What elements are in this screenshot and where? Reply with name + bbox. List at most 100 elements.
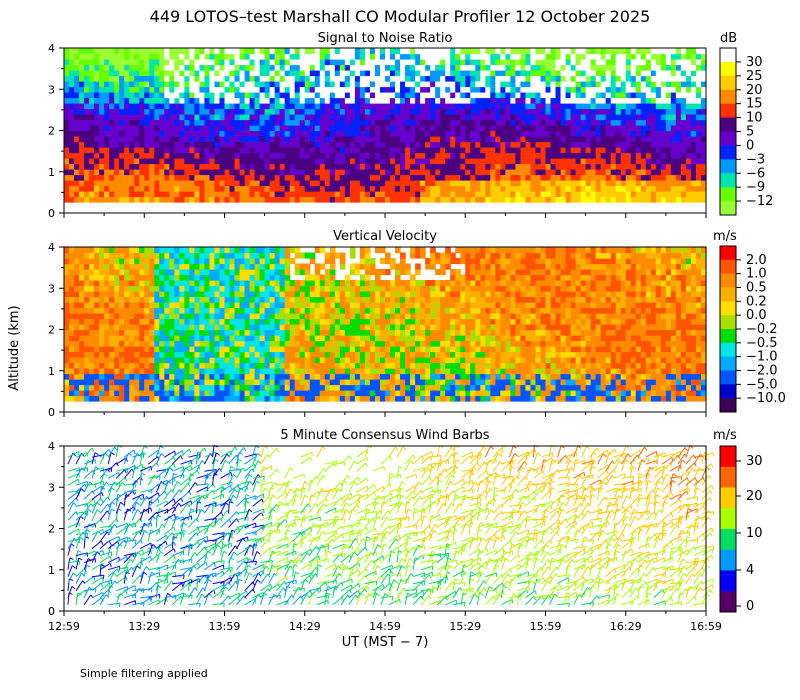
velocity-cell: [284, 395, 291, 402]
snr-cell: [385, 70, 391, 77]
snr-cell: [334, 136, 341, 143]
snr-cell: [640, 97, 647, 104]
snr-cell: [455, 185, 461, 192]
snr-cell: [505, 136, 511, 143]
velocity-cell: [204, 247, 211, 254]
snr-cell: [214, 48, 221, 55]
snr-cell: [625, 191, 632, 198]
velocity-cell: [234, 362, 241, 369]
velocity-cell: [64, 313, 70, 320]
velocity-cell: [189, 379, 196, 386]
snr-cell: [470, 130, 476, 137]
snr-cell: [460, 108, 466, 115]
snr-cell: [269, 108, 276, 115]
snr-cell: [174, 92, 180, 99]
velocity-cell: [199, 346, 206, 353]
snr-cell: [369, 130, 376, 137]
snr-cell: [184, 180, 190, 187]
snr-cell: [189, 130, 196, 137]
snr-cell: [410, 108, 416, 115]
snr-cell: [184, 119, 190, 126]
snr-cell: [184, 163, 190, 170]
snr-cell: [570, 185, 577, 192]
velocity-cell: [194, 258, 201, 265]
snr-cell: [184, 174, 190, 181]
snr-cell: [540, 59, 547, 66]
snr-cell: [229, 64, 236, 71]
snr-cell: [74, 174, 80, 181]
snr-cell: [625, 103, 632, 110]
snr-cell: [570, 158, 577, 165]
colorbar-label: −6: [746, 166, 765, 181]
velocity-cell: [169, 395, 175, 402]
snr-cell: [475, 81, 481, 88]
snr-cell: [645, 119, 652, 126]
snr-cell: [204, 108, 211, 115]
velocity-cell: [284, 346, 291, 353]
velocity-cell: [204, 285, 211, 292]
snr-cell: [505, 81, 511, 88]
snr-cell: [364, 97, 371, 104]
snr-cell: [169, 108, 175, 115]
snr-cell: [555, 48, 562, 55]
velocity-cell: [154, 269, 160, 276]
velocity-cell: [299, 362, 306, 369]
colorbar-label: 10: [746, 111, 763, 126]
velocity-cell: [289, 324, 296, 331]
snr-cell: [485, 119, 491, 126]
snr-cell: [119, 119, 125, 126]
velocity-cell: [144, 340, 150, 347]
snr-cell: [124, 75, 130, 82]
snr-cell: [324, 53, 331, 60]
snr-cell: [490, 75, 496, 82]
snr-cell: [545, 114, 552, 121]
snr-cell: [405, 141, 411, 148]
snr-cell: [480, 108, 486, 115]
velocity-cell: [179, 302, 185, 309]
snr-cell: [560, 169, 567, 176]
snr-cell: [600, 163, 607, 170]
velocity-cell: [199, 280, 206, 287]
snr-cell: [530, 48, 537, 55]
snr-cell: [555, 158, 562, 165]
snr-cell: [199, 86, 206, 93]
velocity-cell: [99, 258, 105, 265]
snr-cell: [480, 114, 486, 121]
velocity-cell: [244, 247, 251, 254]
snr-cell: [114, 185, 120, 192]
velocity-cell: [289, 296, 296, 303]
snr-cell: [560, 92, 567, 99]
velocity-cell: [244, 379, 251, 386]
snr-cell: [485, 75, 491, 82]
snr-cell: [435, 70, 441, 77]
snr-cell: [319, 163, 326, 170]
snr-cell: [154, 59, 160, 66]
snr-cell: [94, 191, 100, 198]
velocity-cell: [119, 307, 125, 314]
velocity-cell: [299, 340, 306, 347]
snr-cell: [164, 108, 170, 115]
snr-cell: [615, 141, 622, 148]
snr-cell: [139, 114, 145, 121]
snr-cell: [580, 136, 587, 143]
snr-cell: [440, 141, 446, 148]
snr-cell: [620, 70, 627, 77]
snr-cell: [84, 48, 90, 55]
snr-cell: [690, 169, 697, 176]
velocity-cell: [274, 296, 281, 303]
snr-cell: [319, 97, 326, 104]
snr-cell: [334, 59, 341, 66]
velocity-cell: [214, 291, 221, 298]
velocity-cell: [214, 346, 221, 353]
snr-cell: [359, 48, 366, 55]
snr-cell: [199, 174, 206, 181]
snr-cell: [204, 196, 211, 203]
snr-cell: [79, 103, 85, 110]
snr-cell: [304, 152, 311, 159]
snr-cell: [259, 114, 266, 121]
snr-cell: [470, 191, 476, 198]
velocity-cell: [124, 373, 130, 380]
snr-cell: [84, 92, 90, 99]
snr-cell: [420, 81, 426, 88]
snr-cell: [154, 174, 160, 181]
